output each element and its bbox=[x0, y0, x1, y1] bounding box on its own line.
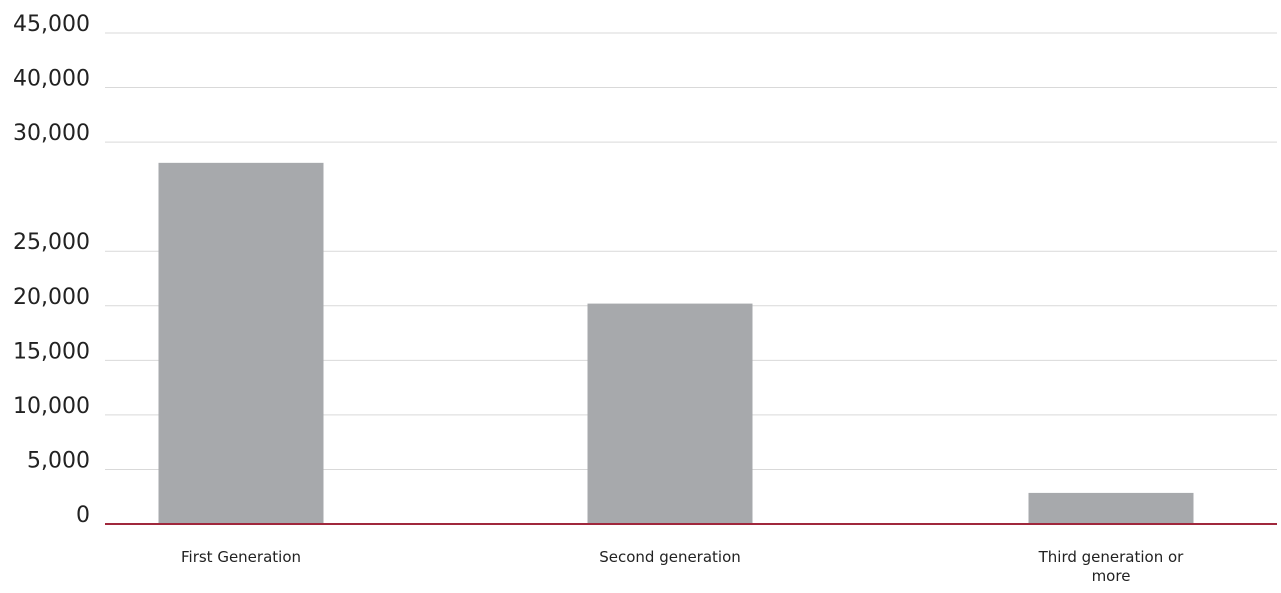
y-tick-label: 30,000 bbox=[13, 121, 90, 146]
x-tick-label: First Generation bbox=[180, 548, 301, 566]
bar bbox=[158, 162, 324, 524]
y-tick-label: 40,000 bbox=[13, 67, 90, 92]
y-tick-label: 45,000 bbox=[13, 12, 90, 37]
y-tick-label: 5,000 bbox=[27, 448, 90, 473]
x-tick-label: Third generation or more bbox=[1038, 548, 1184, 585]
y-tick-label: 25,000 bbox=[13, 230, 90, 255]
bar bbox=[1028, 492, 1194, 524]
y-tick-label: 15,000 bbox=[13, 339, 90, 364]
bar bbox=[587, 303, 753, 524]
y-tick-label: 20,000 bbox=[13, 285, 90, 310]
y-tick-label: 0 bbox=[76, 503, 90, 528]
y-tick-label: 10,000 bbox=[13, 394, 90, 419]
x-tick-label: Second generation bbox=[599, 548, 741, 566]
